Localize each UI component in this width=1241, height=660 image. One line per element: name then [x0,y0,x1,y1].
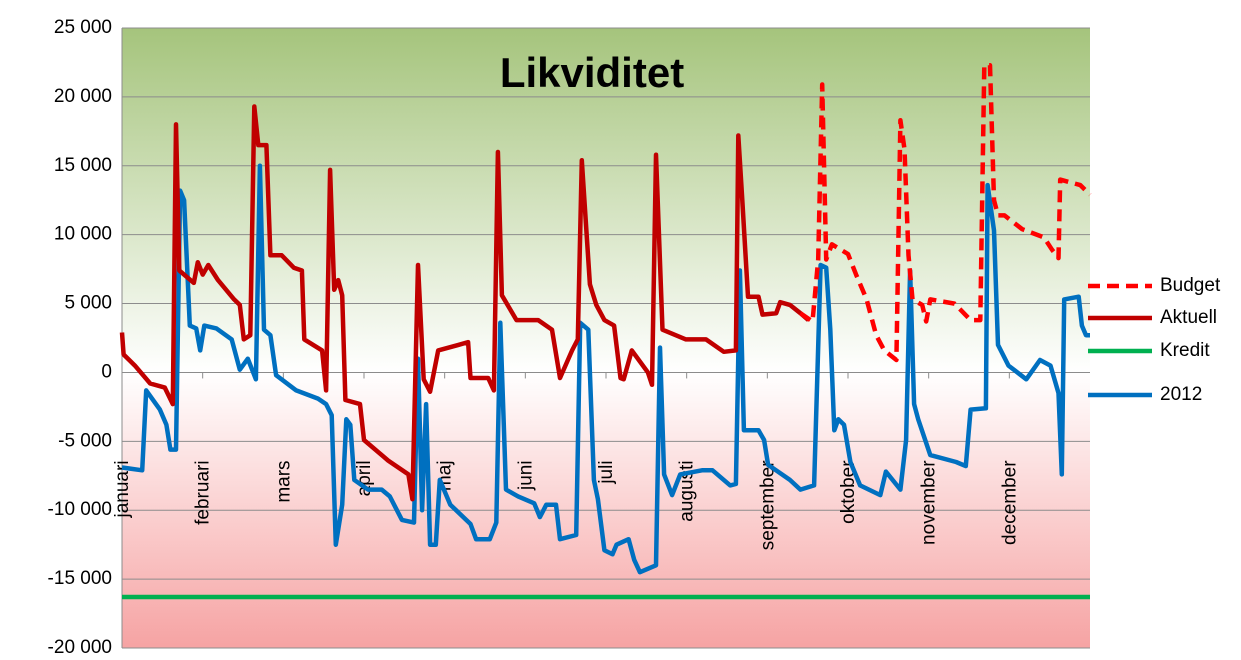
chart-title: Likviditet [500,49,684,96]
x-tick-label: mars [273,460,294,502]
lines [119,62,1092,600]
y-tick-label: -20 000 [48,637,112,655]
x-tick-label: september [757,460,778,550]
series-line [799,62,1092,363]
x-tick-label: februari [193,460,214,524]
x-tick-label: juni [515,460,536,491]
x-tick-label: november [919,460,940,545]
legend-label: Budget [1160,275,1221,296]
y-tick-label: -15 000 [48,568,112,589]
y-tick-label: -5 000 [58,430,112,451]
x-tick-label: januari [112,460,133,518]
x-tick-label: juli [596,460,617,484]
legend-label: Aktuell [1160,307,1217,328]
series-line [121,163,1090,575]
x-tick-label: december [999,460,1020,545]
series-line [119,104,810,502]
y-tick-label: 5 000 [64,293,112,314]
y-tick-label: 15 000 [54,155,112,176]
y-tick-label: 25 000 [54,17,112,38]
plot-background [122,28,1090,648]
legend-label: 2012 [1160,384,1202,405]
legend-label: Kredit [1160,340,1210,361]
y-tick-label: -10 000 [48,499,112,520]
y-tick-label: 0 [101,361,112,382]
legend: Budget Aktuell Kredit 2012 [1088,275,1221,405]
y-tick-label: 10 000 [54,224,112,245]
y-tick-label: 20 000 [54,86,112,107]
